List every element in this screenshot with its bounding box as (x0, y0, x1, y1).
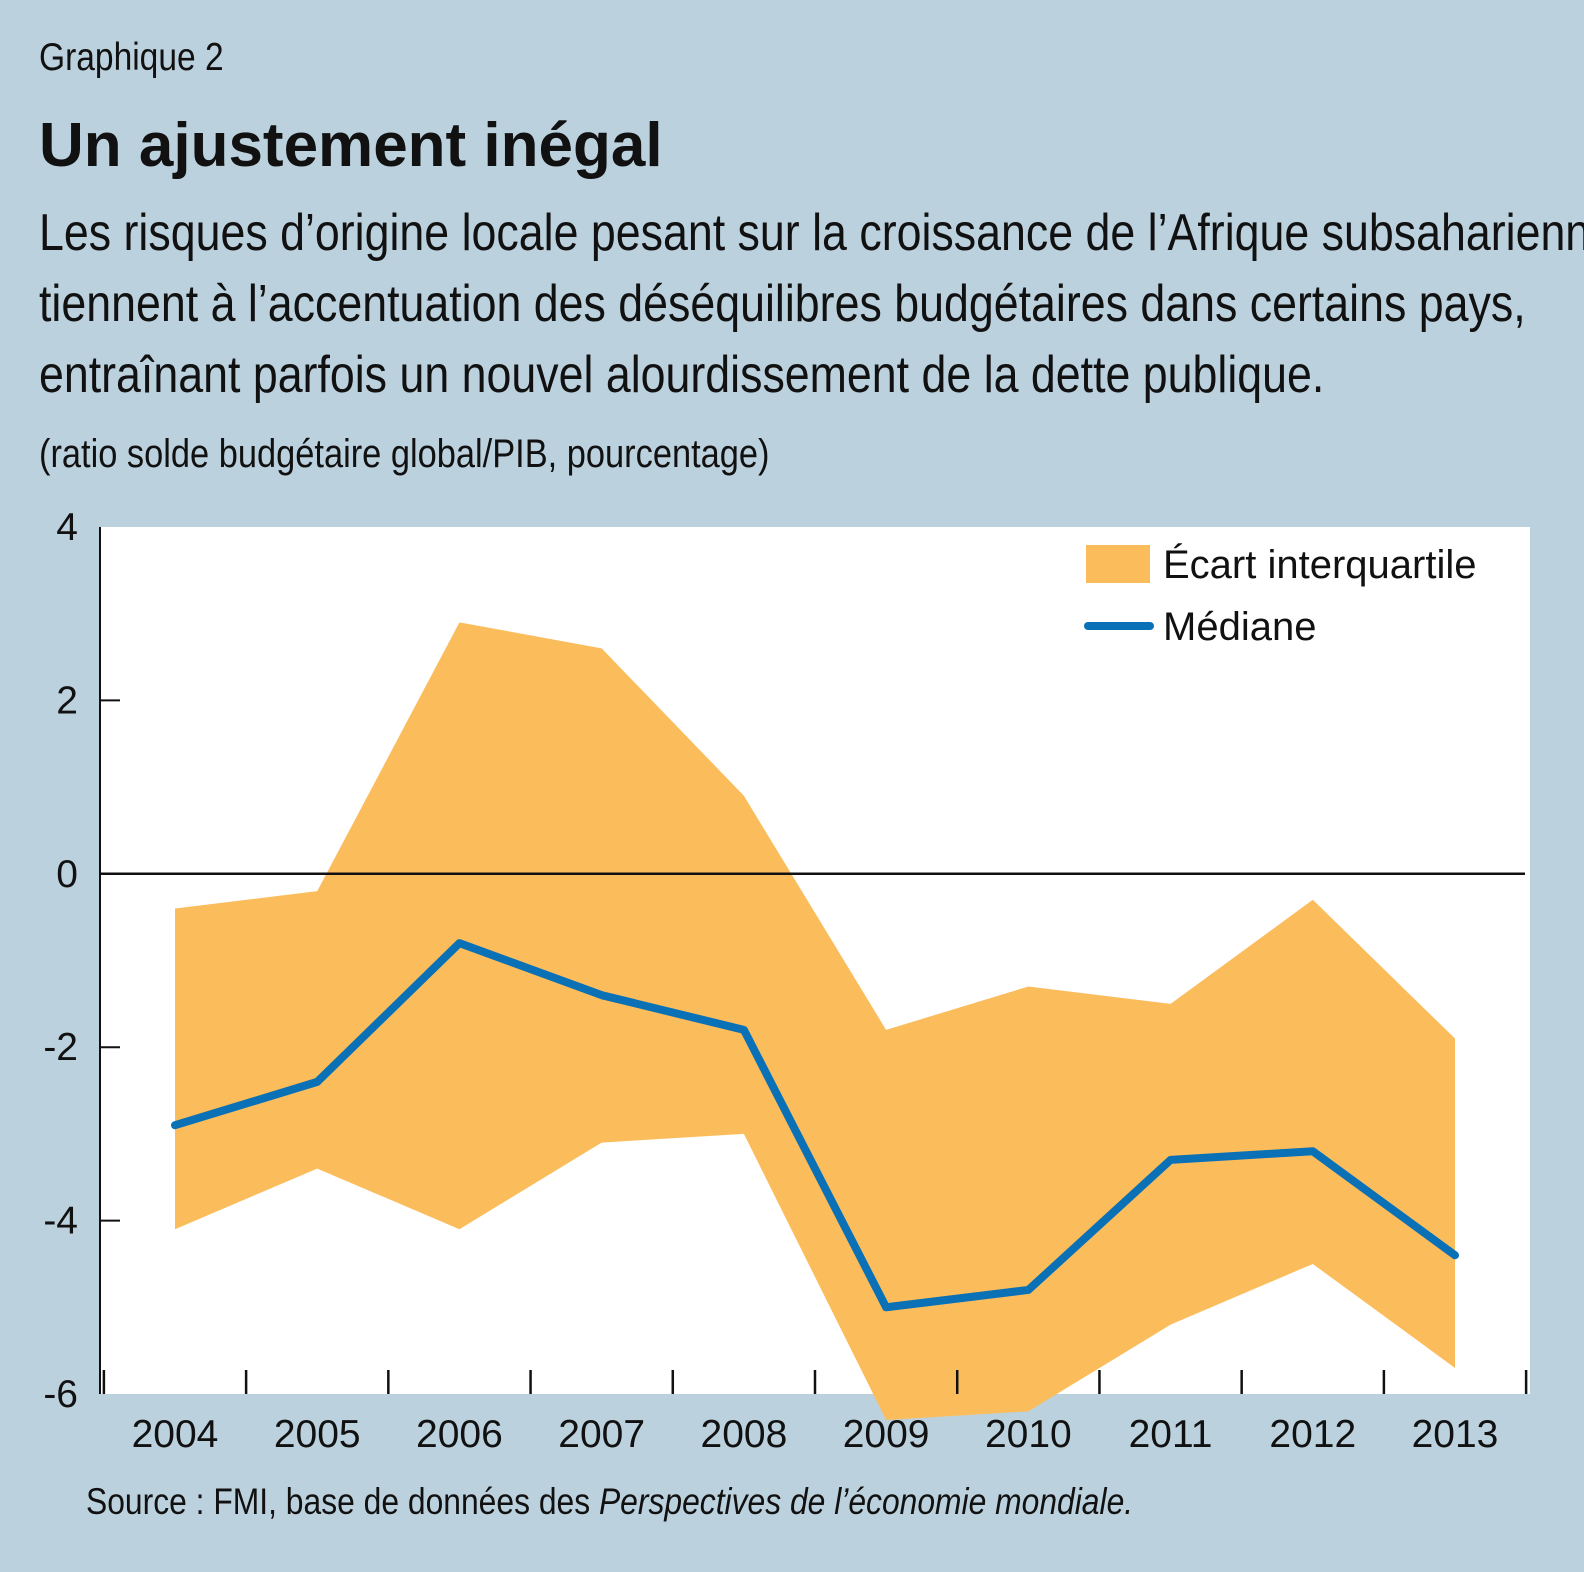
legend-label-band: Écart interquartile (1163, 542, 1476, 587)
x-tick-label: 2004 (132, 1413, 219, 1456)
axes: 4 2 0 -2 -4 -6 2004 2005 2006 2007 2008 2009 2010 201… (43, 506, 1528, 1456)
x-tick-label: 2009 (843, 1413, 930, 1456)
x-tick-label: 2007 (558, 1413, 645, 1456)
x-tick-label: 2013 (1412, 1413, 1499, 1456)
x-tick-label: 2005 (274, 1413, 361, 1456)
legend-label-median: Médiane (1163, 605, 1316, 649)
chart-subtitle: Les risques d’origine locale pesant sur … (39, 198, 1584, 411)
legend-swatch-band (1086, 545, 1150, 583)
x-tick-label: 2011 (1129, 1413, 1213, 1456)
y-tick-label: 4 (56, 506, 78, 549)
x-tick-label: 2006 (416, 1413, 503, 1456)
chart-title: Un ajustement inégal (39, 111, 663, 180)
x-tick-label: 2010 (985, 1413, 1072, 1456)
y-tick-label: 2 (56, 679, 78, 722)
median-layer (171, 939, 1459, 1312)
median-line (171, 939, 1459, 1312)
figure-label: Graphique 2 (39, 36, 224, 79)
source-publication: Perspectives de l’économie mondiale. (598, 1481, 1134, 1522)
interquartile-band (175, 622, 1455, 1421)
x-tick-label: 2008 (701, 1413, 788, 1456)
y-tick-label: -2 (43, 1026, 78, 1069)
y-tick-label: -6 (43, 1373, 78, 1416)
y-tick-label: -4 (43, 1200, 78, 1243)
x-tick-label: 2012 (1269, 1413, 1356, 1456)
source-note: Source : FMI, base de données des Perspe… (86, 1481, 1133, 1523)
subtitle-line: tiennent à l’accentuation des déséquilib… (39, 275, 1526, 333)
legend: Écart interquartile Médiane (1084, 542, 1476, 649)
unit-label: (ratio solde budgétaire global/PIB, pour… (39, 432, 770, 476)
band-layer (175, 622, 1455, 1421)
y-tick-label: 0 (56, 853, 78, 896)
subtitle-line: Les risques d’origine locale pesant sur … (39, 204, 1584, 262)
source-text: Source : FMI, base de données des (86, 1481, 599, 1522)
subtitle-line: entraînant parfois un nouvel alourdissem… (39, 346, 1325, 404)
